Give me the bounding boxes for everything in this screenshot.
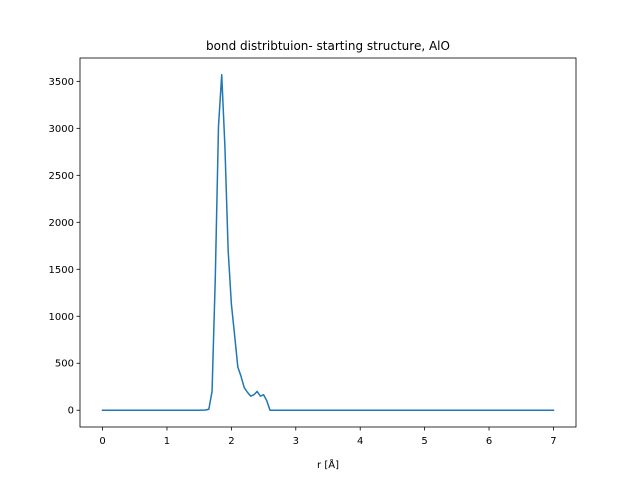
y-tick-label: 1000	[49, 312, 74, 323]
y-tick-label: 0	[68, 406, 74, 417]
x-tick-label: 7	[550, 436, 556, 447]
x-tick-label: 5	[421, 436, 427, 447]
y-tick-label: 1500	[49, 265, 74, 276]
y-tick-label: 3500	[49, 77, 74, 88]
x-axis-label: r [Å]	[317, 458, 339, 471]
x-tick-label: 4	[357, 436, 363, 447]
chart-title: bond distribtuion- starting structure, A…	[206, 39, 450, 53]
x-tick-label: 3	[293, 436, 299, 447]
y-tick-label: 2500	[49, 171, 74, 182]
axes-frame	[79, 57, 577, 428]
x-tick-label: 6	[486, 436, 492, 447]
x-tick-label: 1	[164, 436, 170, 447]
y-tick-label: 3000	[49, 124, 74, 135]
y-tick-label: 500	[55, 359, 74, 370]
x-tick-label: 2	[228, 436, 234, 447]
series-line	[101, 74, 555, 411]
x-tick-label: 0	[99, 436, 105, 447]
y-tick-label: 2000	[49, 218, 74, 229]
plot-area: 0 1 2 3 4 5 6 7 0 500 1000 1500 2000 2500 3000 3500	[49, 74, 557, 447]
